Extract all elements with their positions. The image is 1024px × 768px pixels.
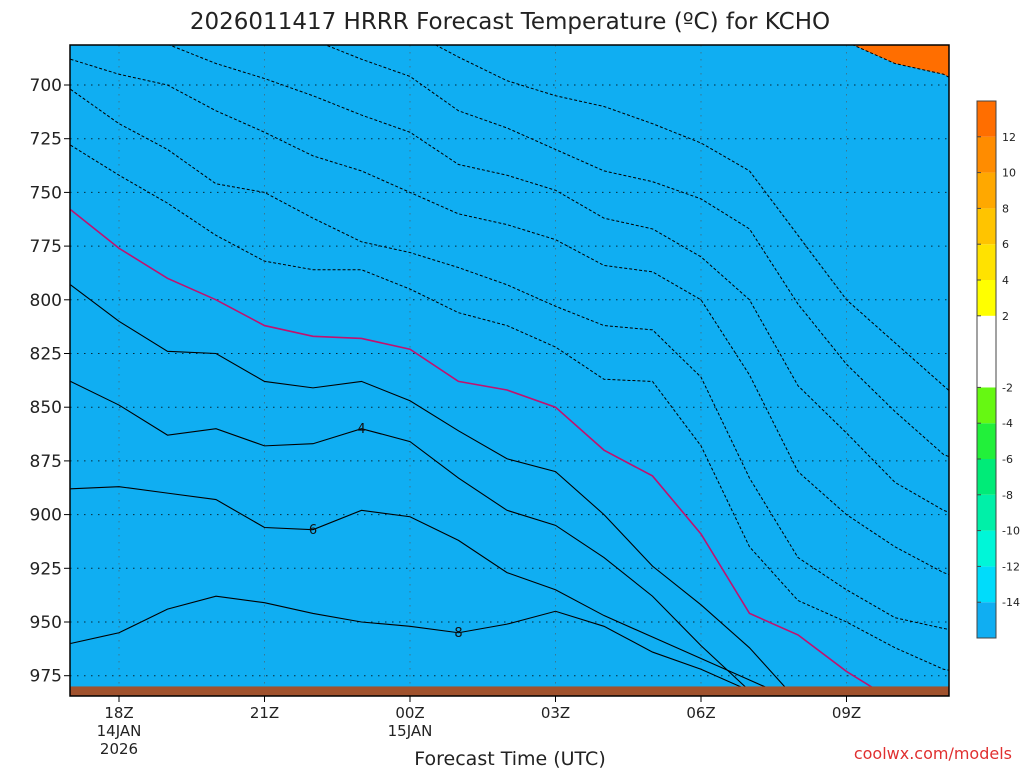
- isotherm--8: [168, 45, 949, 513]
- colorbar-bin--2: [977, 315, 996, 388]
- colorbar-bin--6: [977, 423, 996, 459]
- x-tick-label: 06Z: [686, 704, 715, 722]
- isotherm-2: [70, 284, 794, 696]
- temperature-fills: [70, 45, 949, 696]
- credit-text: coolwx.com/models: [854, 744, 1012, 763]
- plot-frame: [69, 44, 950, 697]
- isotherm-label-4: 4: [357, 422, 365, 437]
- isotherm-label-6: 6: [309, 523, 317, 538]
- isotherm--12: [434, 45, 949, 392]
- colorbar-label: -10: [1002, 525, 1020, 538]
- colorbar-bin-6: [977, 208, 996, 245]
- colorbar-label: 10: [1002, 167, 1016, 180]
- colorbar-bin--4: [977, 387, 996, 424]
- colorbar-bin--16: [977, 602, 996, 638]
- y-tick-label: 875: [30, 452, 62, 472]
- ground-fill: [70, 686, 949, 696]
- colorbar-label: -8: [1002, 489, 1013, 502]
- colorbar-bin--8: [977, 459, 996, 495]
- colorbar-label: 2: [1002, 310, 1009, 323]
- colorbar-bin-12: [977, 101, 996, 137]
- isotherm-label-8: 8: [454, 626, 462, 641]
- x-tick-label: 21Z: [250, 704, 279, 722]
- y-tick-label: 825: [30, 345, 62, 365]
- y-tick-label: 725: [30, 130, 62, 150]
- x-tick-year: 2026: [100, 740, 138, 758]
- y-tick-label: 750: [30, 183, 62, 203]
- colorbar-label: -4: [1002, 417, 1013, 430]
- colorbar-label: 12: [1002, 131, 1016, 144]
- colorbar-bin-8: [977, 172, 996, 209]
- x-tick-date: 14JAN: [97, 722, 142, 740]
- temperature-band--14: [70, 45, 949, 696]
- x-tick-label: 03Z: [541, 704, 570, 722]
- y-tick-label: 850: [30, 398, 62, 418]
- colorbar-bin-10: [977, 136, 996, 173]
- colorbar-label: 4: [1002, 274, 1009, 287]
- y-tick-label: 975: [30, 667, 62, 687]
- plot-area: 4 6 8: [70, 45, 949, 696]
- colorbar-bin-4: [977, 244, 996, 280]
- y-tick-label: 775: [30, 237, 62, 257]
- y-tick-label: 800: [30, 291, 62, 311]
- x-tick-label: 09Z: [832, 704, 861, 722]
- colorbar-label: 8: [1002, 202, 1009, 215]
- colorbar-label: -6: [1002, 453, 1013, 466]
- x-tick-label: 00Z: [395, 704, 424, 722]
- colorbar-bin--14: [977, 566, 996, 603]
- x-axis-title: Forecast Time (UTC): [414, 748, 605, 768]
- isotherm--6: [70, 58, 949, 576]
- isotherm-6: [70, 486, 787, 696]
- y-tick-label: 925: [30, 559, 62, 579]
- colorbar-label: -2: [1002, 381, 1013, 394]
- colorbar-bin--12: [977, 530, 996, 567]
- colorbar-bin--10: [977, 494, 996, 531]
- isotherm-8: [70, 595, 776, 696]
- colorbar-label: -14: [1002, 596, 1020, 609]
- y-tick-label: 700: [30, 76, 62, 96]
- isotherm-labels: 4 6 8: [309, 422, 463, 641]
- y-tick-label: 900: [30, 506, 62, 526]
- colorbar: 12 10 8 6 4 2 -2 -4 -6 -8 -10 -12 -14: [976, 100, 1020, 639]
- colorbar-label: -12: [1002, 560, 1020, 573]
- isotherm--4: [70, 88, 949, 630]
- colorbar-bin-2: [977, 280, 996, 316]
- y-axis: 700 725 750 775 800 825 850 875 900 925 950 975: [30, 76, 70, 687]
- colorbar-label: 6: [1002, 238, 1009, 251]
- chart-title: 2026011417 HRRR Forecast Temperature (ºC…: [190, 9, 830, 35]
- ground-terrain: [70, 686, 949, 696]
- y-tick-label: 950: [30, 613, 62, 633]
- colorbar-frame: [976, 100, 997, 639]
- x-tick-label: 18Z: [104, 704, 133, 722]
- isotherm-4: [70, 380, 776, 696]
- isotherm--10: [324, 45, 949, 458]
- x-tick-date: 15JAN: [388, 722, 433, 740]
